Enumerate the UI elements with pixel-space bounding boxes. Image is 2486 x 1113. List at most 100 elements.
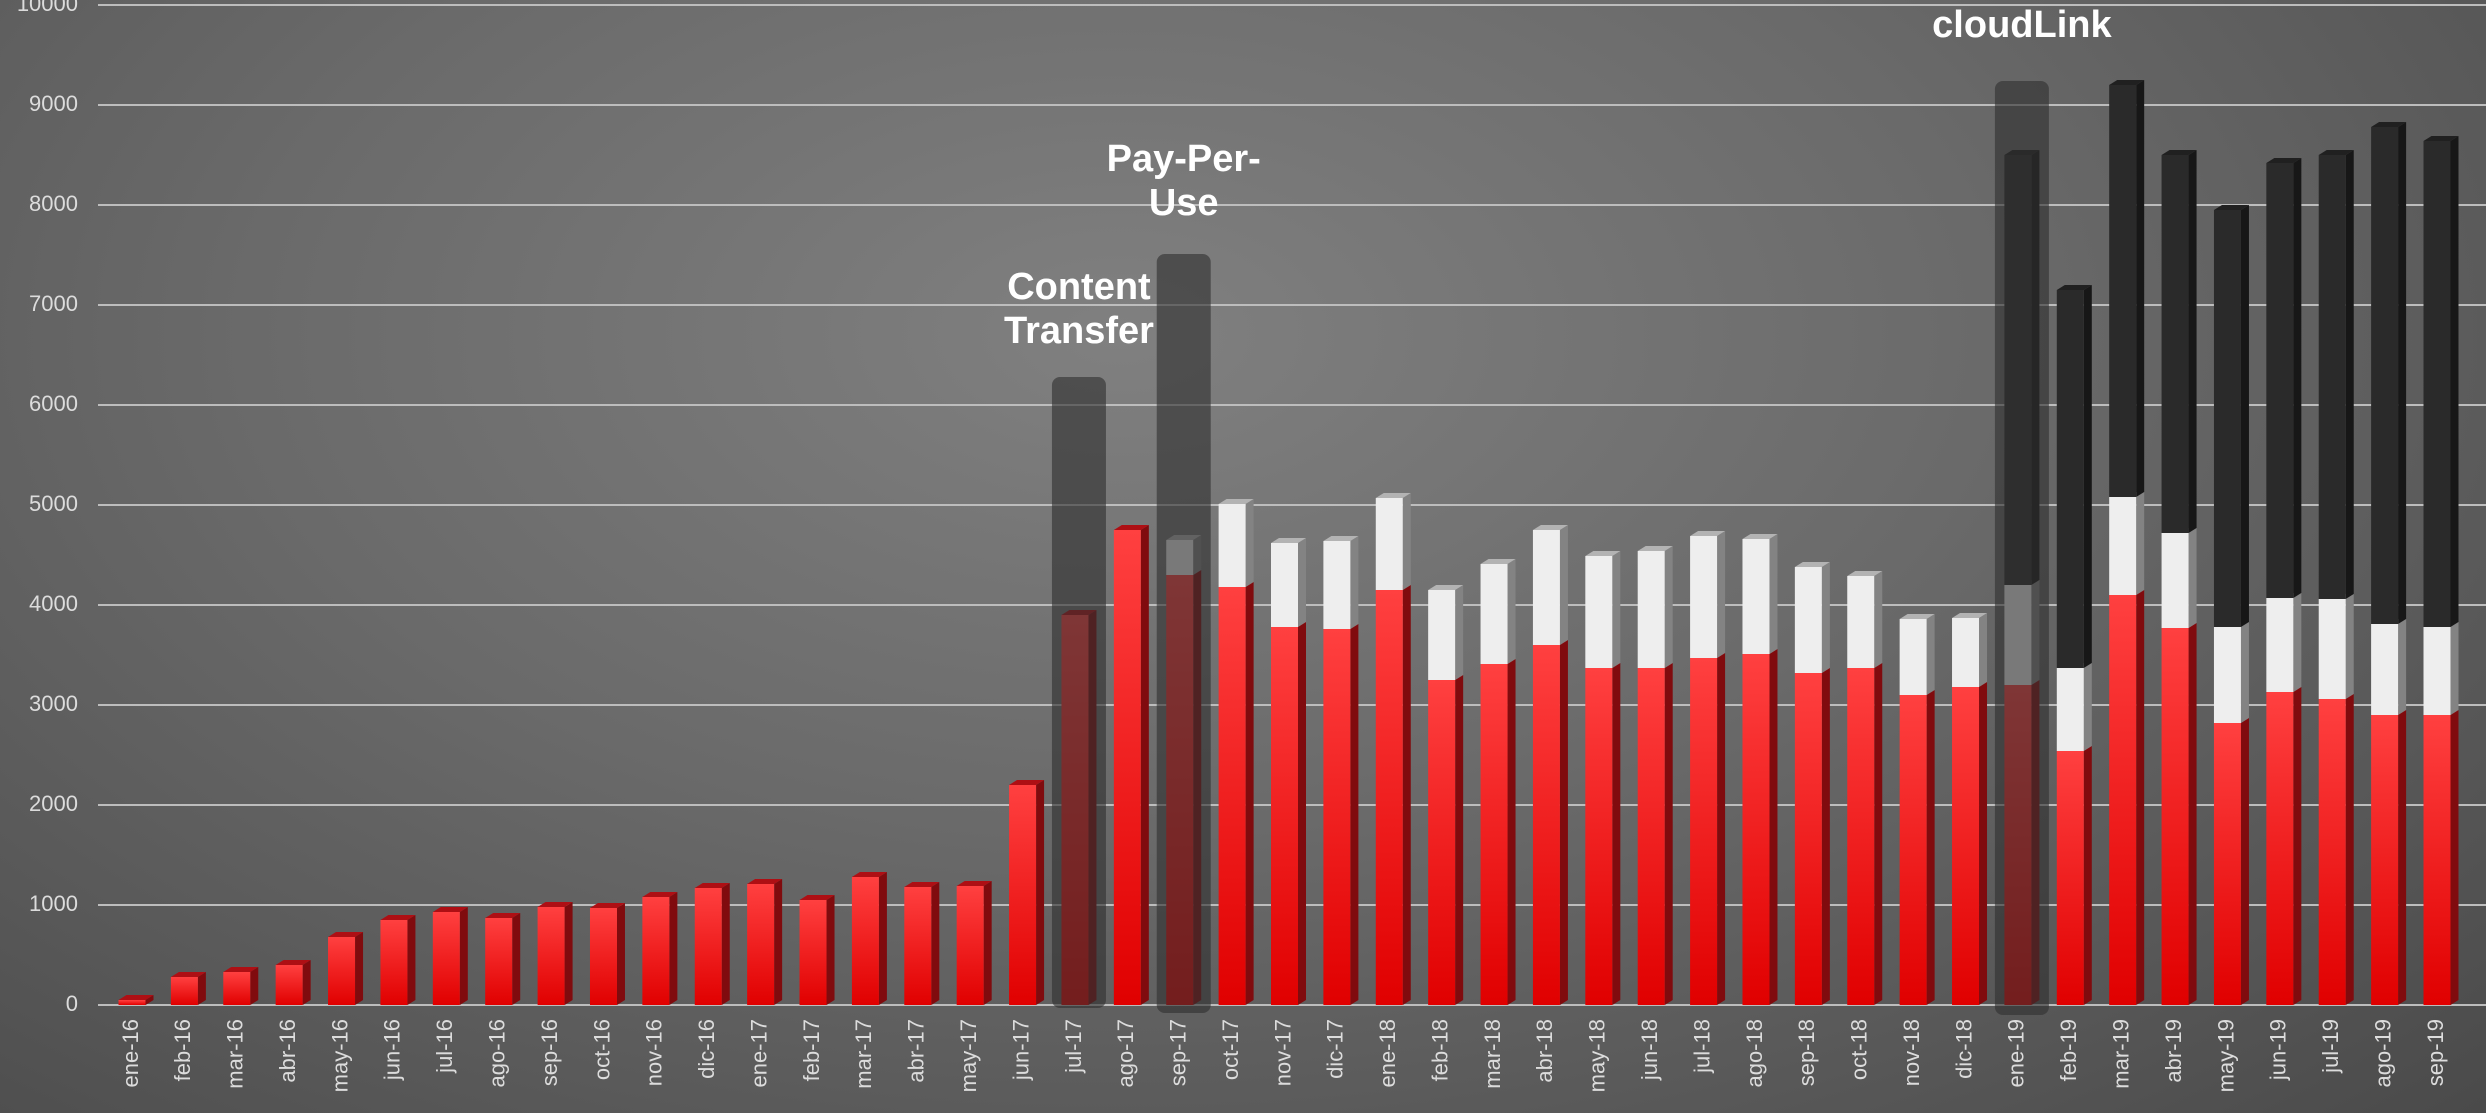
bar-side [2293, 158, 2302, 598]
bar-side [2293, 687, 2302, 1005]
bar-segment [1428, 585, 1464, 680]
x-tick-label: nov-16 [642, 1019, 667, 1086]
bar-top [118, 995, 154, 1000]
bar-segment [1794, 668, 1830, 1005]
x-tick-label: oct-16 [589, 1019, 614, 1080]
y-tick-label: 9000 [29, 91, 78, 116]
annotation: Pay-Per-Use [1106, 138, 1261, 224]
x-tick-label: may-18 [1585, 1019, 1610, 1092]
bar-segment [1637, 546, 1673, 668]
x-tick-label: jul-19 [2318, 1019, 2343, 1074]
bar-face [1218, 587, 1246, 1005]
bar-face [1794, 673, 1822, 1005]
x-tick-label: feb-17 [799, 1019, 824, 1081]
x-tick-label: dic-18 [1951, 1019, 1976, 1079]
bar-face [1323, 629, 1351, 1005]
x-tick-label: ene-16 [118, 1019, 143, 1088]
x-tick-label: may-19 [2213, 1019, 2238, 1092]
bar-side [1245, 499, 1254, 587]
bar-face [1637, 668, 1665, 1005]
bar-top [694, 883, 730, 888]
x-tick-label: mar-16 [223, 1019, 248, 1089]
x-tick-label: abr-19 [2161, 1019, 2186, 1083]
bar-side [1455, 675, 1464, 1005]
highlight-box [1156, 254, 1211, 1013]
bar-top [1742, 534, 1778, 539]
bar-face [2109, 497, 2137, 595]
bar-top [1637, 546, 1673, 551]
bar-top [1480, 559, 1516, 564]
bar-segment [2109, 590, 2145, 1005]
bar-face [1009, 785, 1037, 1005]
bar-face [799, 900, 827, 1005]
bar-segment [747, 879, 783, 1005]
bar-side [983, 881, 992, 1005]
x-tick-label: sep-18 [1794, 1019, 1819, 1086]
bar-face [1742, 654, 1770, 1005]
bar-side [826, 895, 835, 1005]
x-tick-label: nov-18 [1899, 1019, 1924, 1086]
bar-segment [1899, 690, 1935, 1005]
bar-side [1926, 614, 1935, 695]
y-tick-label: 2000 [29, 791, 78, 816]
bar-top [2318, 150, 2354, 155]
bar-side [2083, 746, 2092, 1005]
bar-face [1271, 543, 1298, 627]
x-tick-label: ago-17 [1113, 1019, 1138, 1088]
bar-segment [2056, 285, 2092, 668]
bar-face [1690, 536, 1718, 658]
bar-side [1455, 585, 1464, 680]
bar-segment [1271, 622, 1306, 1005]
bar-face [2318, 155, 2346, 599]
x-tick-label: jun-19 [2266, 1019, 2291, 1081]
bar-face [1847, 668, 1875, 1005]
bar-top [537, 902, 573, 907]
annotation: cloudLink [1932, 4, 2112, 46]
bar-side [1559, 640, 1568, 1005]
bar-face [2266, 692, 2294, 1005]
x-tick-label: ago-19 [2370, 1019, 2395, 1088]
bar-top [170, 972, 206, 977]
bar-side [2450, 710, 2459, 1005]
bar-side [2345, 150, 2354, 599]
x-tick-label: jun-18 [1637, 1019, 1662, 1081]
bar-face [2371, 624, 2399, 715]
bar-face [1952, 618, 1980, 687]
bar-side [1507, 659, 1516, 1005]
bar-top [328, 932, 364, 937]
bar-segment [799, 895, 835, 1005]
bar-face [2213, 723, 2241, 1005]
bar-face [485, 918, 513, 1005]
bar-side [1717, 531, 1726, 658]
bar-segment [642, 892, 678, 1005]
bar-side [1821, 562, 1830, 673]
bar-side [1298, 622, 1306, 1005]
bar-face [537, 907, 565, 1005]
bar-top [956, 881, 992, 886]
bar-top [2056, 285, 2092, 290]
y-tick-label: 5000 [29, 491, 78, 516]
bar-side [1559, 525, 1568, 645]
x-tick-label: ene-19 [2004, 1019, 2029, 1088]
bar-side [721, 883, 730, 1005]
bar-side [2083, 663, 2092, 751]
bar-face [1794, 567, 1822, 673]
bar-face [2213, 210, 2241, 627]
bar-face [2161, 155, 2189, 533]
x-tick-label: feb-16 [170, 1019, 195, 1081]
bar-segment [1218, 582, 1254, 1005]
bar-face [1375, 590, 1403, 1005]
bar-segment [1794, 562, 1830, 673]
bar-top [1952, 613, 1988, 618]
bar-face [1532, 645, 1560, 1005]
x-tick-label: jul-16 [432, 1019, 457, 1074]
bar-side [512, 913, 521, 1005]
bar-segment [1323, 624, 1359, 1005]
bar-segment [2266, 593, 2302, 692]
y-tick-label: 1000 [29, 891, 78, 916]
bar-side [1717, 653, 1726, 1005]
bar-side [1979, 682, 1988, 1005]
bar-top [380, 915, 416, 920]
bar-face [1585, 556, 1613, 668]
bar-top [432, 907, 468, 912]
